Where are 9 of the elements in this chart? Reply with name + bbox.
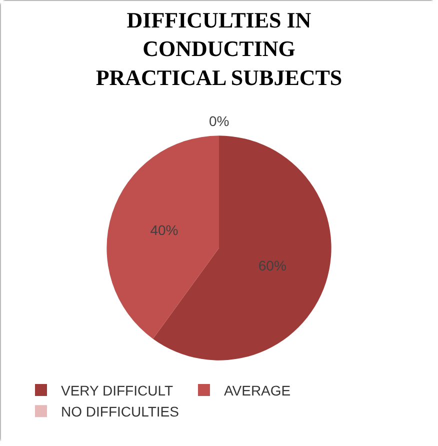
pie-slice <box>152 136 332 360</box>
legend-label: AVERAGE <box>224 382 291 398</box>
pie-slice <box>106 136 219 339</box>
text: 0% <box>209 113 230 129</box>
legend-label: NO DIFFICULTIES <box>61 404 179 420</box>
legend-label: VERY DIFFICULT <box>61 382 174 398</box>
data-label: 40% <box>150 222 178 238</box>
data-label: 60% <box>258 257 286 274</box>
chart-title: DIFFICULTIES IN CONDUCTING PRACTICAL SUBJECTS <box>96 8 342 90</box>
